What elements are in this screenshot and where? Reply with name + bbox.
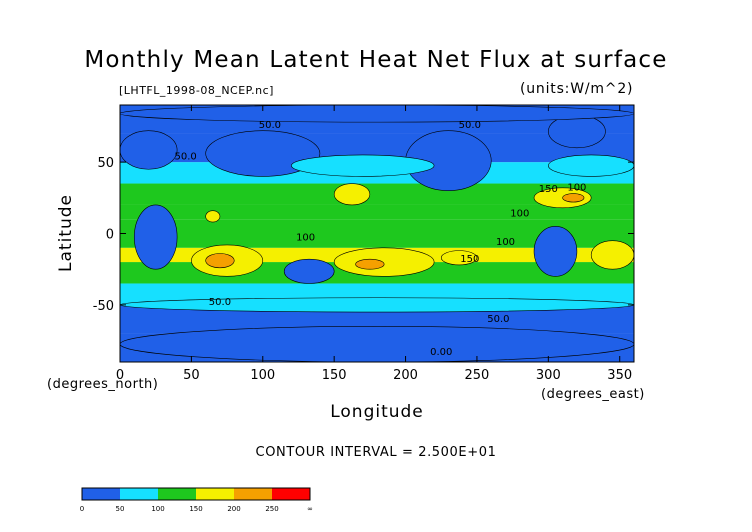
flux-contour-region (440, 250, 478, 266)
contour-label: 0.00 (430, 347, 452, 358)
x-tick-label: 0 (116, 368, 124, 383)
flux-contour-region (205, 253, 235, 269)
contour-label: 100 (510, 208, 529, 219)
legend-color-cell (120, 488, 139, 500)
legend-level-label: 100 (151, 505, 164, 513)
contour-label: 50.0 (459, 120, 481, 131)
flux-contour-region (120, 105, 634, 123)
legend-color-cell (272, 488, 291, 500)
y-tick-label: 0 (106, 228, 114, 243)
contour-label: 100 (496, 237, 515, 248)
source-file-label: [LHTFL_1998-08_NCEP.nc] (119, 84, 274, 97)
contour-label: 150 (460, 254, 479, 265)
flux-contour-region (533, 226, 578, 277)
flux-contour-region (283, 258, 335, 284)
flux-contour-region (133, 204, 178, 270)
contour-label: 100 (296, 233, 315, 244)
legend-level-label: 0 (80, 505, 84, 513)
legend-color-cell (291, 488, 310, 500)
flux-contour-region (562, 193, 585, 203)
flux-contour-region (355, 258, 385, 270)
zonal-band (120, 233, 634, 248)
legend-frame (81, 487, 311, 501)
legend-color-cell (158, 488, 177, 500)
x-tick-label: 100 (250, 368, 275, 383)
flux-contour-region (205, 210, 221, 223)
legend-color-cell (234, 488, 253, 500)
zonal-band (120, 204, 634, 220)
contour-label: 50.0 (487, 314, 509, 325)
flux-contour-region (120, 130, 178, 170)
x-tick-label: 300 (536, 368, 561, 383)
contour-label: 50.0 (259, 120, 281, 131)
y-tick-label: 50 (97, 156, 114, 171)
flux-contour-region (333, 183, 371, 206)
zonal-band (120, 183, 634, 205)
legend-level-label: 50 (116, 505, 125, 513)
x-unit-note: (degrees_east) (541, 387, 645, 402)
flux-contour-region (333, 247, 435, 277)
y-tick-label: -50 (93, 299, 114, 314)
y-unit-note: (degrees_north) (47, 377, 159, 392)
x-tick-label: 150 (322, 368, 347, 383)
legend-level-label: 200 (227, 505, 240, 513)
contour-label: 50.0 (175, 151, 197, 162)
legend-color-cell (139, 488, 158, 500)
legend-color-cell (253, 488, 272, 500)
contour-label: 150 (539, 184, 558, 195)
legend-color-cell (215, 488, 234, 500)
x-tick-label: 250 (465, 368, 490, 383)
contour-interval-label: CONTOUR INTERVAL = 2.500E+01 (255, 445, 497, 460)
contour-label: 100 (567, 183, 586, 194)
zonal-band (120, 219, 634, 234)
flux-contour-region (291, 154, 435, 177)
legend-color-cell (196, 488, 215, 500)
x-tick-label: 200 (393, 368, 418, 383)
contour-label: 50.0 (209, 297, 231, 308)
chart-title: Monthly Mean Latent Heat Net Flux at sur… (84, 47, 668, 73)
legend-level-label: 150 (189, 505, 202, 513)
legend-level-label: ∞ (307, 505, 313, 513)
x-tick-label: 50 (183, 368, 200, 383)
x-axis-label: Longitude (330, 402, 424, 422)
units-label: (units:W/m^2) (520, 81, 634, 97)
legend-level-label: 250 (265, 505, 278, 513)
legend-color-cell (101, 488, 120, 500)
legend-color-cell (177, 488, 196, 500)
flux-contour-region (548, 154, 634, 177)
legend-color-cell (82, 488, 101, 500)
flux-contour-region (120, 297, 634, 313)
x-tick-label: 350 (607, 368, 632, 383)
